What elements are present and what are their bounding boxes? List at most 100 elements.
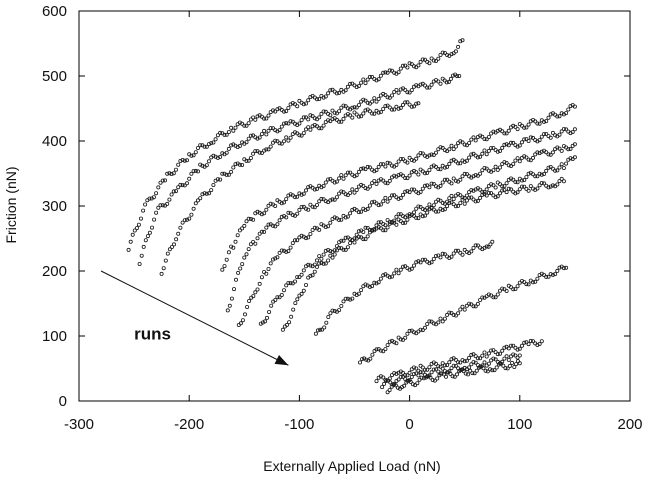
data-point: [314, 258, 319, 263]
data-point: [383, 93, 388, 98]
data-point: [321, 109, 326, 114]
data-point: [559, 148, 564, 153]
data-point: [502, 345, 507, 350]
data-point: [462, 307, 467, 312]
data-point: [277, 295, 282, 300]
data-point: [411, 330, 416, 335]
data-point: [418, 370, 423, 375]
data-point: [381, 162, 386, 167]
data-point: [409, 62, 414, 67]
data-point: [446, 79, 451, 84]
data-point: [319, 196, 324, 201]
data-point: [475, 243, 480, 248]
data-point: [469, 188, 474, 193]
data-point: [396, 159, 401, 164]
data-point: [467, 155, 472, 160]
data-point: [453, 144, 458, 149]
data-point: [279, 124, 284, 129]
data-point: [403, 175, 408, 180]
data-point: [312, 225, 317, 230]
data-point: [400, 157, 405, 162]
data-point: [480, 192, 485, 197]
data-point: [508, 343, 513, 348]
data-point: [321, 261, 326, 266]
data-point: [334, 91, 339, 96]
data-point: [387, 339, 392, 344]
data-point: [405, 176, 410, 181]
data-point: [323, 180, 328, 185]
data-point: [160, 203, 165, 208]
data-point: [458, 307, 463, 312]
data-point: [453, 204, 458, 209]
data-point: [398, 195, 403, 200]
data-point: [332, 197, 337, 202]
data-point: [303, 188, 308, 193]
data-point: [246, 158, 251, 163]
data-point: [306, 117, 311, 122]
data-point: [341, 247, 346, 252]
data-point: [462, 171, 467, 176]
data-point: [495, 167, 500, 172]
data-point: [546, 115, 551, 120]
data-point: [436, 56, 441, 61]
data-point: [306, 98, 311, 103]
data-point: [555, 114, 560, 119]
data-point: [174, 237, 179, 242]
data-point: [391, 382, 396, 387]
data-point: [484, 137, 489, 142]
data-point: [425, 170, 430, 175]
data-point: [288, 135, 293, 140]
data-point: [396, 212, 401, 217]
data-point: [433, 150, 438, 155]
data-point: [429, 152, 434, 157]
data-point: [257, 281, 262, 286]
data-point: [224, 150, 229, 155]
data-point: [211, 153, 216, 158]
data-point: [264, 116, 269, 121]
data-point: [202, 191, 207, 196]
data-point: [385, 199, 390, 204]
data-point: [191, 206, 196, 211]
data-point: [180, 157, 185, 162]
data-point: [162, 178, 167, 183]
data-point: [314, 97, 319, 102]
data-point: [326, 118, 331, 123]
data-point: [467, 195, 472, 200]
data-point: [490, 239, 495, 244]
data-point: [352, 105, 357, 110]
data-point: [451, 147, 456, 152]
data-point: [141, 208, 146, 213]
data-point: [227, 303, 232, 308]
data-point: [182, 183, 187, 188]
data-point: [337, 217, 342, 222]
data-point: [451, 363, 456, 368]
data-point: [268, 201, 273, 206]
data-point: [312, 116, 317, 121]
data-point: [356, 234, 361, 239]
data-point: [474, 368, 479, 373]
data-point: [420, 57, 425, 62]
data-point: [301, 102, 306, 107]
data-point: [528, 135, 533, 140]
data-point: [431, 367, 436, 372]
data-point: [206, 142, 211, 147]
data-point: [506, 143, 511, 148]
data-point: [544, 150, 549, 155]
data-point: [284, 322, 289, 327]
data-point: [564, 265, 569, 270]
data-point: [359, 209, 364, 214]
data-point: [385, 70, 390, 75]
data-point: [381, 107, 386, 112]
data-point: [291, 307, 296, 312]
data-point: [154, 191, 159, 196]
data-point: [255, 287, 260, 292]
data-point: [328, 311, 333, 316]
data-point: [147, 196, 152, 201]
y-tick-label: 0: [59, 393, 67, 410]
data-point: [411, 64, 416, 69]
data-point: [511, 343, 516, 348]
data-point: [231, 165, 236, 170]
data-point: [251, 151, 256, 156]
data-point: [533, 119, 538, 124]
data-point: [297, 207, 302, 212]
